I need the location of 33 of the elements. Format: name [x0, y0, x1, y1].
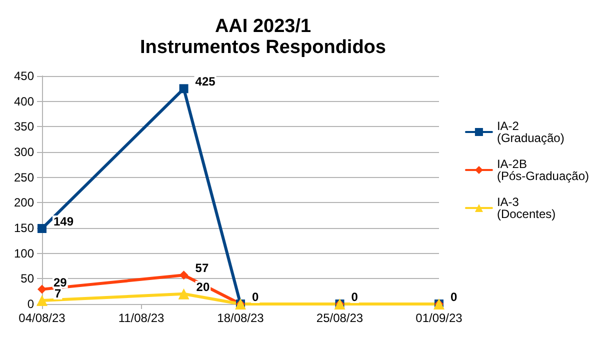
- y-tick-label: 200: [14, 196, 34, 210]
- data-label: 425: [195, 74, 216, 89]
- y-tick-label: 300: [14, 145, 34, 159]
- legend-label: IA-2B (Pós-Graduação): [496, 157, 590, 183]
- y-tick-label: 0: [27, 297, 34, 311]
- x-tick-label: 25/08/23: [316, 311, 364, 325]
- y-tick-label: 250: [14, 170, 34, 184]
- data-label: 149: [54, 214, 74, 229]
- point: [179, 84, 188, 94]
- y-tick-label: 150: [14, 221, 34, 235]
- data-label: 20: [196, 280, 210, 294]
- legend-label: IA-3 (Docentes): [496, 195, 556, 221]
- point: [36, 294, 48, 306]
- y-tick-label: 400: [14, 94, 34, 108]
- x-tick-label: 11/08/23: [118, 311, 164, 325]
- data-label: 29: [54, 275, 68, 290]
- x-tick-label: 18/08/23: [217, 311, 264, 325]
- y-tick-label: 100: [14, 246, 34, 260]
- data-label: 0: [252, 290, 259, 304]
- data-label: 0: [351, 290, 358, 304]
- point: [38, 284, 46, 294]
- data-label: 57: [195, 261, 209, 276]
- point: [178, 288, 190, 300]
- chart-title: AAI 2023/1: [214, 16, 312, 37]
- data-label: 0: [450, 290, 458, 304]
- y-tick-label: 450: [14, 69, 34, 83]
- x-tick-label: 01/09/23: [416, 311, 463, 325]
- y-tick-label: 350: [14, 120, 34, 134]
- legend-label: IA-2 (Graduação): [496, 119, 564, 145]
- y-tick-label: 50: [20, 272, 34, 286]
- chart-subtitle: Instrumentos Respondidos: [140, 37, 386, 58]
- x-tick-label: 04/08/23: [18, 311, 66, 325]
- data-label: 7: [54, 286, 62, 300]
